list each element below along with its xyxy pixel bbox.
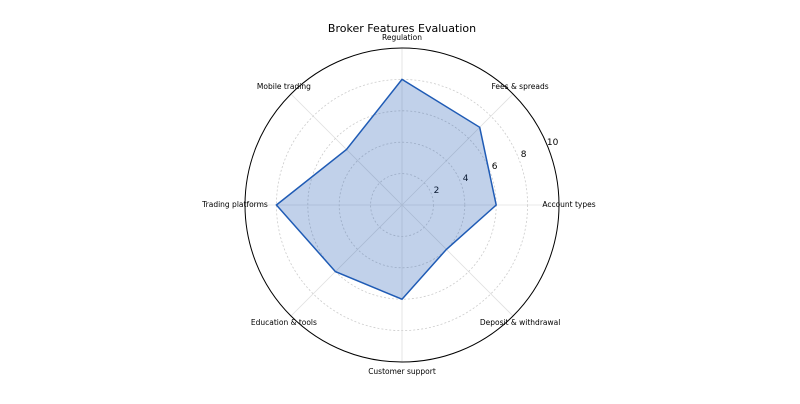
grid-circle bbox=[370, 173, 434, 237]
category-label: Mobile trading bbox=[257, 82, 311, 91]
spoke bbox=[290, 204, 403, 317]
spoke bbox=[401, 93, 514, 206]
chart-title: Broker Features Evaluation bbox=[328, 22, 476, 35]
r-tick-label: 4 bbox=[463, 174, 469, 184]
category-label: Account types bbox=[542, 200, 595, 209]
r-tick-label: 2 bbox=[434, 186, 440, 196]
category-label: Education & tools bbox=[251, 318, 317, 327]
category-label: Trading platforms bbox=[201, 200, 268, 209]
category-label: Customer support bbox=[368, 367, 436, 376]
outer-ring bbox=[244, 47, 560, 363]
radar-area bbox=[275, 78, 498, 301]
grid-circle bbox=[275, 79, 528, 331]
r-tick-label: 10 bbox=[547, 138, 559, 148]
grid-circle bbox=[338, 141, 466, 269]
category-label: Deposit & withdrawal bbox=[480, 318, 560, 327]
spoke bbox=[401, 204, 514, 317]
r-tick-label: 8 bbox=[521, 150, 527, 160]
category-label: Fees & spreads bbox=[492, 82, 549, 91]
r-tick-label: 6 bbox=[492, 162, 498, 172]
category-label: Regulation bbox=[382, 33, 422, 42]
